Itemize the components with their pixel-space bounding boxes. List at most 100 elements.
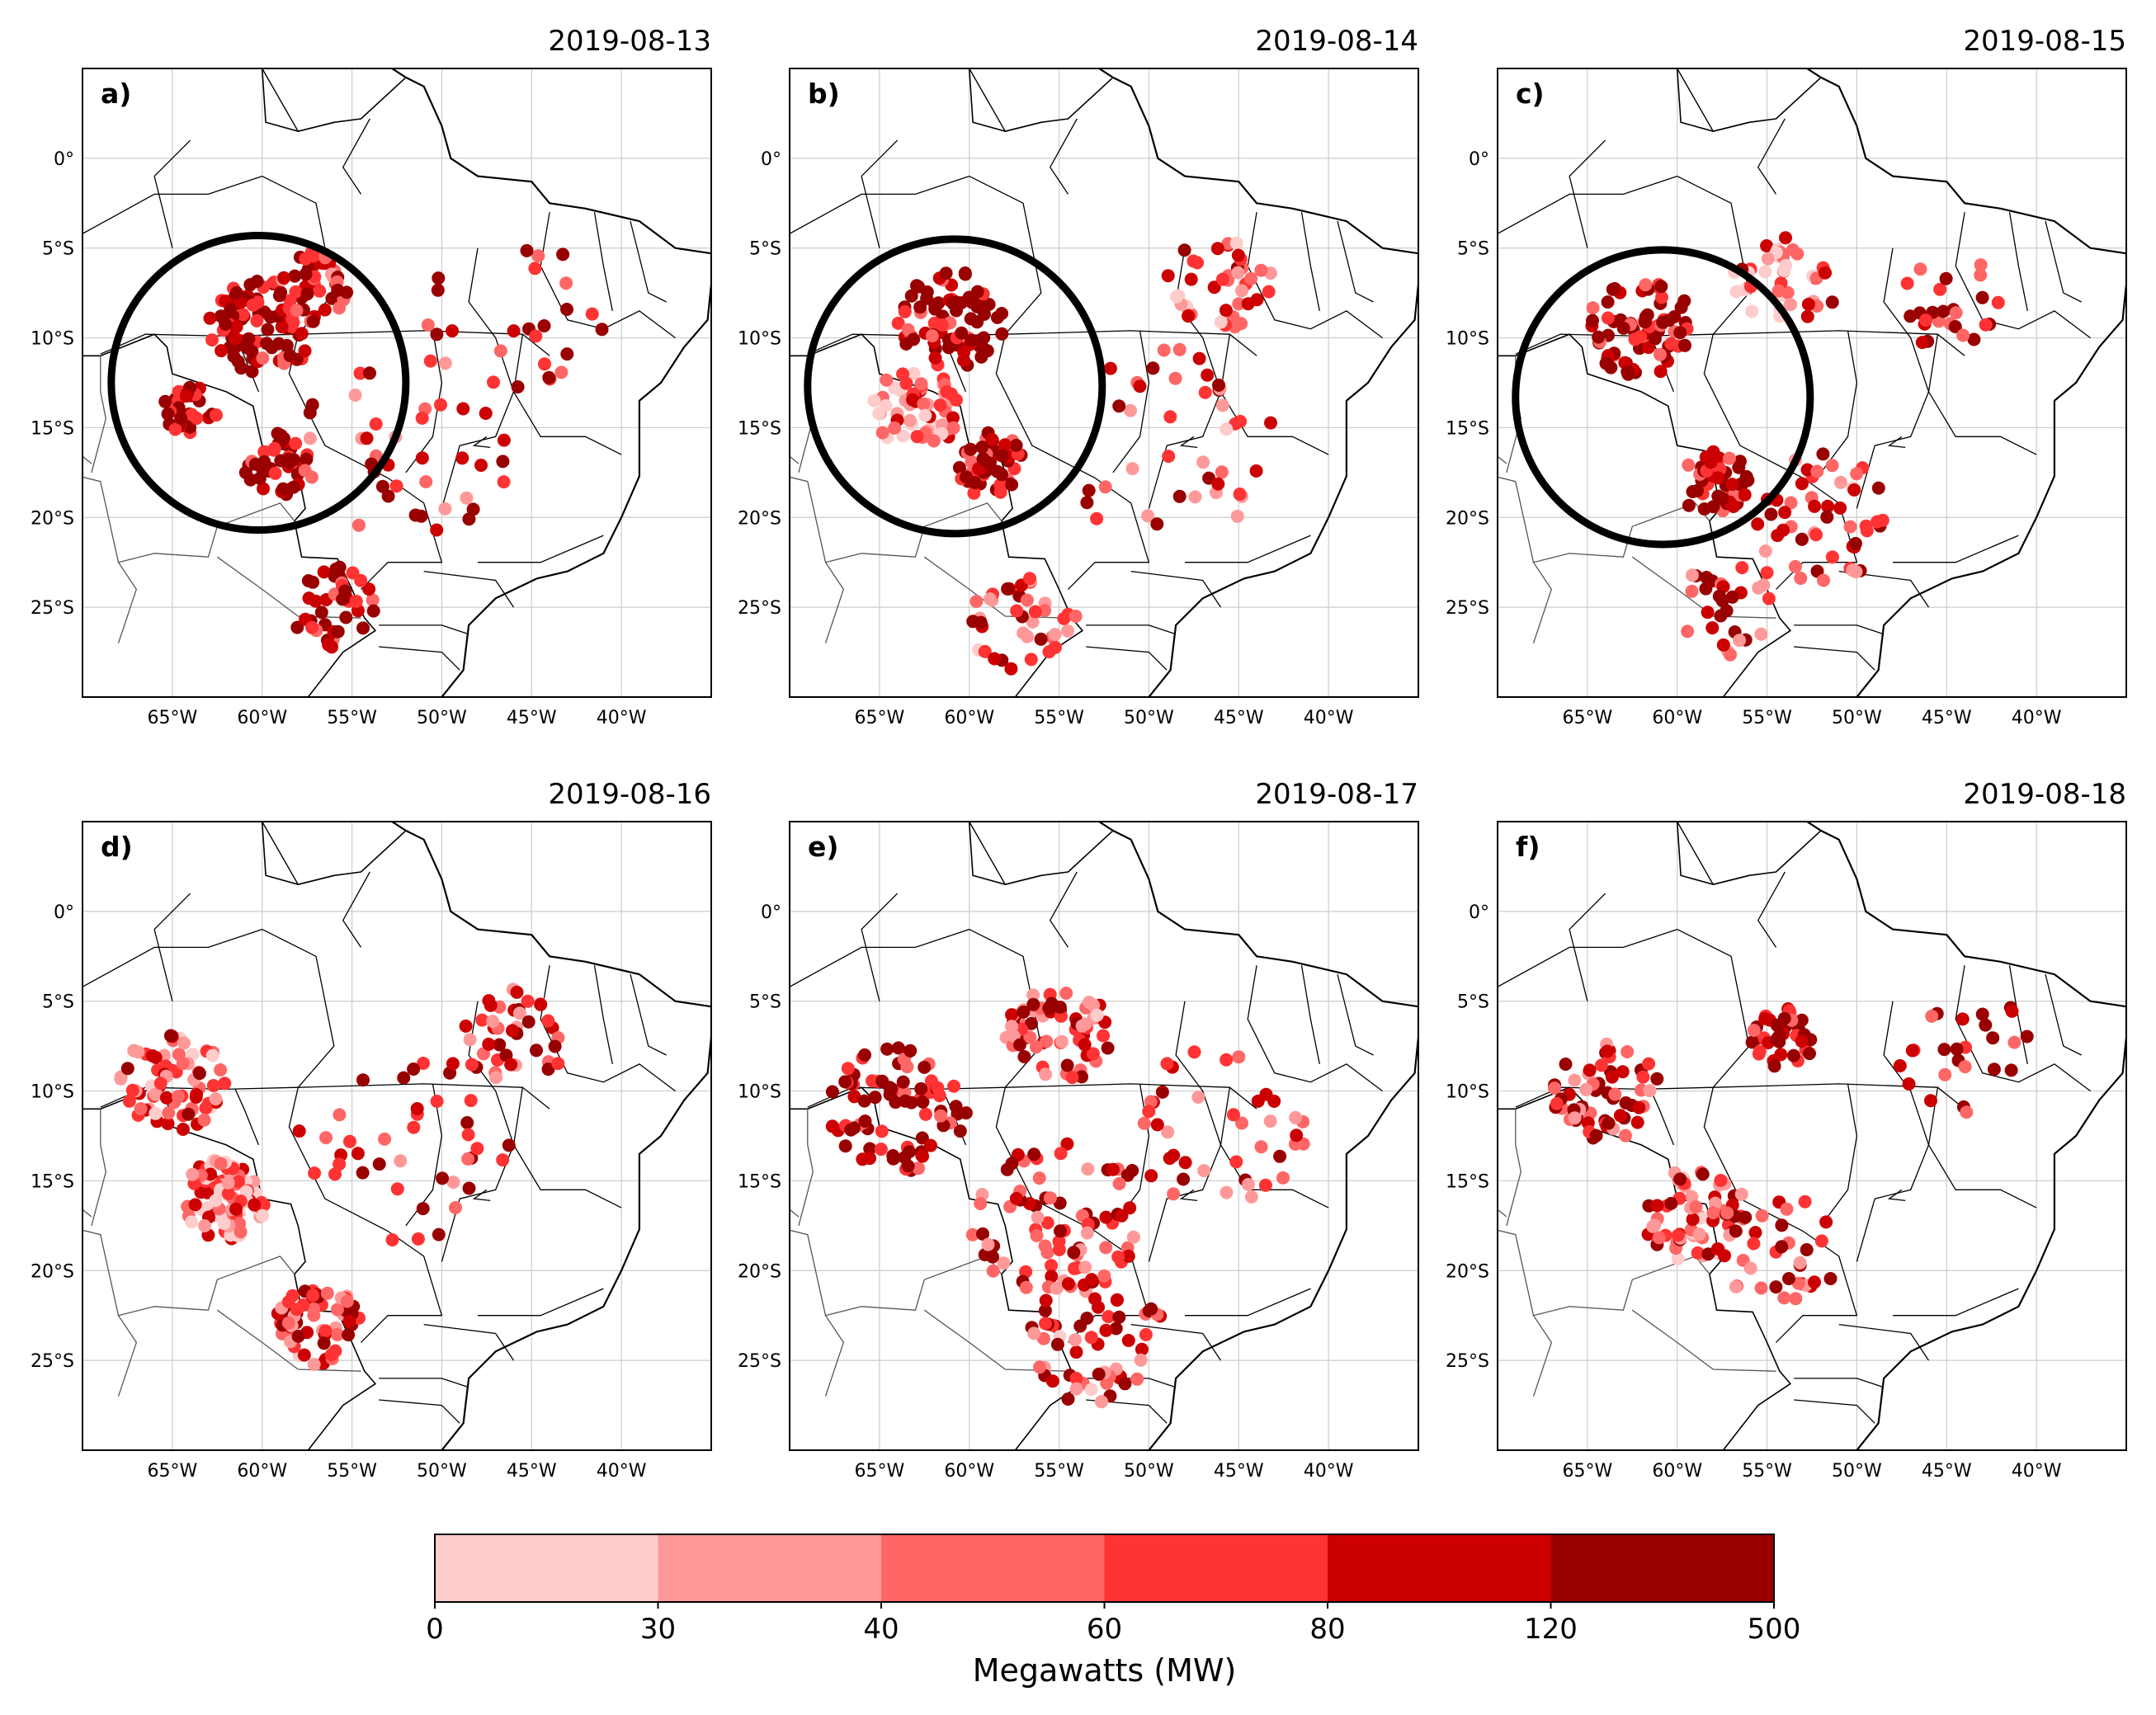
fire-point (234, 361, 248, 375)
fire-point (981, 1237, 995, 1251)
fire-point (528, 261, 542, 276)
fire-point (1803, 1047, 1816, 1061)
fire-point (1772, 284, 1786, 298)
lat-tick-label: 25°S (31, 1351, 74, 1372)
fire-point (1823, 1272, 1838, 1285)
fire-point (1720, 1206, 1734, 1220)
fire-point (1775, 1240, 1789, 1254)
fire-point (858, 1048, 871, 1062)
fire-point (1144, 1169, 1158, 1183)
fire-point (1023, 572, 1036, 586)
fire-point (1724, 648, 1737, 662)
lat-tick-label: 20°S (1446, 1261, 1489, 1282)
fire-point (975, 441, 989, 455)
fire-point (1167, 1187, 1181, 1201)
fire-point (1231, 266, 1245, 280)
fire-point (1178, 1156, 1192, 1170)
fire-point (1242, 1177, 1255, 1191)
state-border (861, 139, 899, 248)
fire-point (874, 1143, 888, 1157)
fire-point (177, 1036, 191, 1050)
fire-point (1809, 528, 1823, 542)
fire-point (1780, 1202, 1794, 1216)
fire-point (1080, 1226, 1094, 1240)
fire-point (1050, 1281, 1064, 1295)
fire-point (1220, 1185, 1234, 1199)
state-border (1757, 118, 1786, 195)
fire-point (1685, 568, 1699, 582)
fire-point (1654, 280, 1668, 294)
fire-point (303, 431, 317, 445)
state-border (478, 535, 604, 563)
fire-point (1754, 627, 1768, 641)
fire-point (1902, 1077, 1916, 1091)
lon-tick-label: 50°W (1832, 1461, 1882, 1482)
fire-point (910, 279, 923, 293)
fire-point (1121, 1334, 1135, 1347)
fire-point (537, 319, 551, 332)
fire-point (1710, 1242, 1724, 1256)
fire-point (1005, 1008, 1018, 1022)
fire-point (176, 1057, 190, 1070)
lat-tick-label: 5°S (749, 992, 781, 1013)
fire-point (338, 584, 352, 598)
fire-point (307, 1358, 321, 1371)
state-border (1112, 330, 1150, 474)
fire-point (1244, 271, 1258, 285)
state-border (1677, 176, 1750, 335)
state-border (1185, 1288, 1311, 1317)
fire-point (432, 1227, 446, 1241)
fire-point (217, 1217, 231, 1230)
lat-tick-label: 20°S (738, 508, 781, 529)
fire-point (1241, 297, 1255, 311)
fire-point (1795, 1013, 1809, 1027)
panel-date: 2019-08-16 (548, 778, 711, 811)
fire-point (1182, 309, 1196, 323)
fire-point (172, 1090, 185, 1104)
fire-point (397, 1071, 411, 1085)
fire-point (502, 1138, 516, 1152)
fire-point (1258, 1178, 1272, 1192)
fire-point (389, 479, 403, 493)
fire-point (161, 407, 175, 421)
fire-point (1705, 621, 1720, 635)
fire-point (1725, 590, 1739, 604)
fire-point (1745, 1035, 1759, 1049)
fire-point (366, 604, 380, 618)
fire-point (1161, 269, 1175, 283)
lat-tick-label: 25°S (738, 598, 781, 619)
fire-point (1290, 1128, 1304, 1143)
fire-point (1146, 361, 1160, 375)
fire-point (307, 1302, 321, 1316)
fire-point (303, 406, 317, 420)
lon-tick-label: 60°W (944, 708, 994, 728)
fire-point (1751, 517, 1765, 531)
fire-point (868, 1091, 882, 1105)
fire-point (1621, 1045, 1635, 1058)
lon-tick-label: 40°W (597, 708, 647, 728)
lon-tick-label: 45°W (1214, 1461, 1264, 1482)
state-border (2008, 965, 2028, 1065)
fire-point (411, 1232, 425, 1246)
fire-point (407, 1120, 421, 1134)
lon-tick-label: 65°W (854, 1461, 904, 1482)
lon-tick-label: 50°W (1124, 1461, 1174, 1482)
state-border (1820, 1083, 1858, 1227)
fire-point (1030, 1228, 1044, 1242)
fire-point (1005, 1157, 1019, 1171)
fire-point (915, 1131, 929, 1145)
country-border (1498, 455, 1507, 464)
map-panel-4: d) 2019-08-16 65°W 60°W 55°W 50°W 45°W 40°W 0° 5°… (31, 778, 712, 1482)
fire-point (275, 320, 289, 334)
fire-point (229, 286, 243, 299)
fire-point (317, 565, 331, 579)
fire-point (417, 1057, 430, 1070)
country-border (790, 1209, 800, 1218)
country-border (969, 68, 1041, 133)
fire-point (497, 475, 511, 489)
fire-point (246, 298, 260, 312)
fire-point (1589, 1128, 1603, 1143)
fire-point (1141, 509, 1155, 523)
fire-point (891, 1041, 905, 1055)
fire-point (1191, 1091, 1205, 1104)
